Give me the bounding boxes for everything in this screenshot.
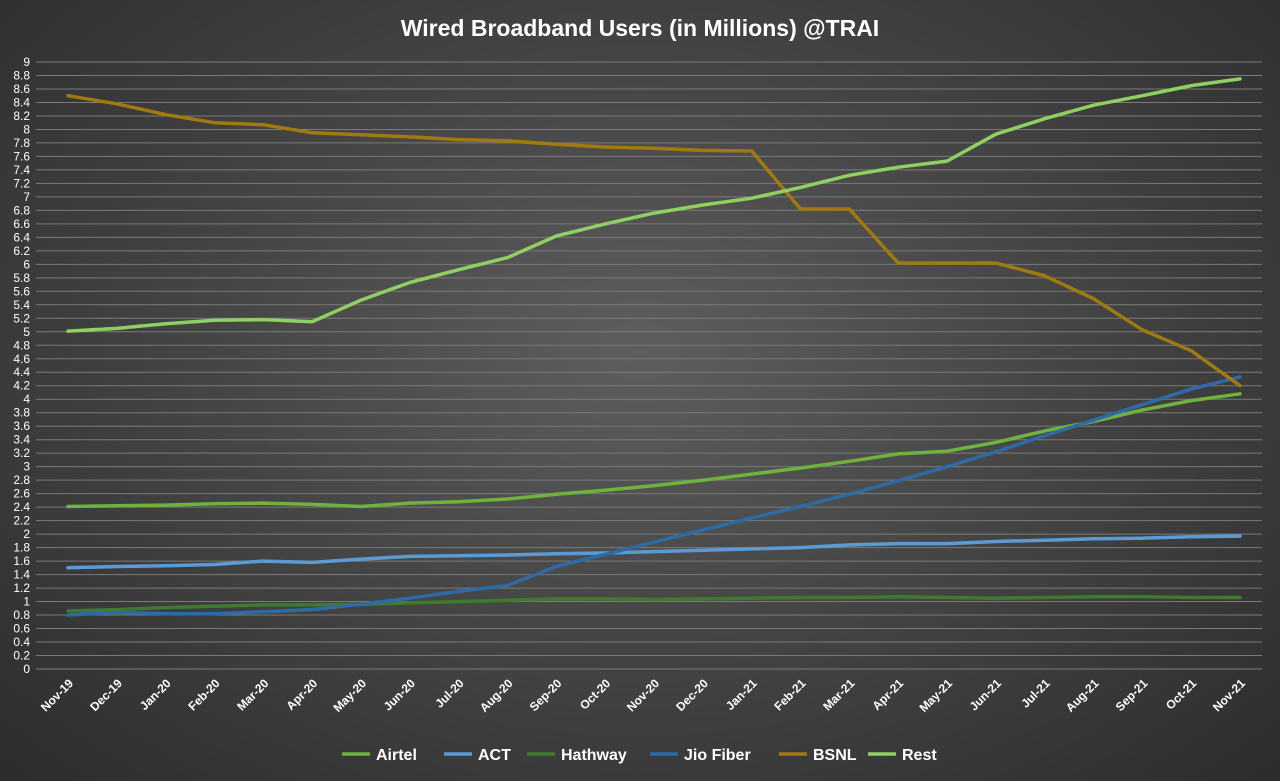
legend-label-act: ACT bbox=[478, 747, 511, 764]
y-tick-label: 7.8 bbox=[13, 136, 30, 150]
y-tick-label: 2 bbox=[23, 527, 30, 541]
y-tick-label: 4.4 bbox=[13, 365, 30, 379]
y-axis-ticks: 00.20.40.60.811.21.41.61.822.22.42.62.83… bbox=[13, 55, 30, 676]
y-tick-label: 5.6 bbox=[13, 284, 30, 298]
y-tick-label: 5.8 bbox=[13, 271, 30, 285]
x-tick-label: Nov-20 bbox=[624, 676, 662, 714]
y-tick-label: 8.4 bbox=[13, 95, 30, 109]
y-tick-label: 7.2 bbox=[13, 176, 30, 190]
y-tick-label: 1.8 bbox=[13, 541, 30, 555]
y-tick-label: 6.4 bbox=[13, 230, 30, 244]
y-tick-label: 4.8 bbox=[13, 338, 30, 352]
y-tick-label: 6.8 bbox=[13, 203, 30, 217]
y-tick-label: 4 bbox=[23, 392, 30, 406]
x-tick-label: Jun-20 bbox=[381, 676, 418, 713]
y-tick-label: 2.4 bbox=[13, 500, 30, 514]
y-tick-label: 0.8 bbox=[13, 608, 30, 622]
y-tick-label: 3.2 bbox=[13, 446, 30, 460]
x-tick-label: Jul-21 bbox=[1018, 676, 1053, 711]
series-lines bbox=[66, 77, 1242, 617]
y-tick-label: 5.4 bbox=[13, 298, 30, 312]
y-tick-label: 1.4 bbox=[13, 568, 30, 582]
x-tick-label: Feb-20 bbox=[185, 676, 222, 713]
y-tick-label: 0 bbox=[23, 662, 30, 676]
legend-label-rest: Rest bbox=[902, 747, 937, 764]
x-tick-label: Dec-20 bbox=[673, 676, 711, 714]
series-line-rest bbox=[66, 77, 1242, 333]
x-tick-label: Aug-21 bbox=[1063, 676, 1102, 715]
y-tick-label: 2.2 bbox=[13, 514, 30, 528]
chart-title: Wired Broadband Users (in Millions) @TRA… bbox=[401, 15, 879, 41]
y-tick-label: 1.2 bbox=[13, 581, 30, 595]
y-tick-label: 7 bbox=[23, 190, 30, 204]
grid-lines bbox=[36, 61, 1262, 670]
series-line-jio-fiber bbox=[66, 375, 1242, 617]
y-tick-label: 8 bbox=[23, 122, 30, 136]
x-tick-label: Nov-21 bbox=[1210, 676, 1248, 714]
x-tick-label: Jun-21 bbox=[967, 676, 1004, 713]
x-tick-label: Jan-20 bbox=[137, 676, 174, 713]
x-tick-label: Feb-21 bbox=[771, 676, 808, 713]
y-tick-label: 0.2 bbox=[13, 649, 30, 663]
x-tick-label: May-20 bbox=[330, 676, 369, 715]
y-tick-label: 1 bbox=[23, 595, 30, 609]
y-tick-label: 8.6 bbox=[13, 82, 30, 96]
x-tick-label: Jul-20 bbox=[432, 676, 467, 711]
y-tick-label: 9 bbox=[23, 55, 30, 69]
x-tick-label: Mar-21 bbox=[820, 676, 857, 713]
y-tick-label: 2.8 bbox=[13, 473, 30, 487]
y-tick-label: 1.6 bbox=[13, 554, 30, 568]
x-tick-label: May-21 bbox=[916, 676, 955, 715]
series-line-act bbox=[66, 534, 1242, 570]
x-tick-label: Jan-21 bbox=[723, 676, 760, 713]
series-line-airtel bbox=[66, 392, 1242, 509]
y-tick-label: 0.4 bbox=[13, 635, 30, 649]
legend-label-jio-fiber: Jio Fiber bbox=[684, 747, 751, 764]
y-tick-label: 7.4 bbox=[13, 163, 30, 177]
x-tick-label: Sep-20 bbox=[527, 676, 565, 714]
x-tick-label: Nov-19 bbox=[38, 676, 76, 714]
y-tick-label: 5.2 bbox=[13, 311, 30, 325]
legend-label-bsnl: BSNL bbox=[813, 747, 857, 764]
x-tick-label: Apr-20 bbox=[284, 676, 321, 713]
y-tick-label: 5 bbox=[23, 325, 30, 339]
x-tick-label: Apr-21 bbox=[870, 676, 907, 713]
y-tick-label: 3.8 bbox=[13, 406, 30, 420]
y-tick-label: 4.6 bbox=[13, 352, 30, 366]
legend-label-hathway: Hathway bbox=[561, 747, 627, 764]
y-tick-label: 4.2 bbox=[13, 379, 30, 393]
y-tick-label: 8.2 bbox=[13, 109, 30, 123]
y-tick-label: 7.6 bbox=[13, 149, 30, 163]
y-tick-label: 0.6 bbox=[13, 622, 30, 636]
series-line-bsnl bbox=[66, 93, 1242, 388]
series-line-hathway bbox=[66, 595, 1242, 613]
x-tick-label: Aug-20 bbox=[477, 676, 516, 715]
y-tick-label: 6.6 bbox=[13, 217, 30, 231]
y-tick-label: 2.6 bbox=[13, 487, 30, 501]
y-tick-label: 6.2 bbox=[13, 244, 30, 258]
legend: Airtel ACT Hathway Jio Fiber BSNL Rest bbox=[342, 747, 937, 764]
y-tick-label: 3.4 bbox=[13, 433, 30, 447]
y-tick-label: 6 bbox=[23, 257, 30, 271]
y-tick-label: 3.6 bbox=[13, 419, 30, 433]
x-tick-label: Oct-21 bbox=[1163, 676, 1200, 713]
x-axis-ticks: Nov-19 Dec-19 Jan-20 Feb-20 Mar-20 Apr-20 May-… bbox=[38, 676, 1248, 715]
x-tick-label: Sep-21 bbox=[1113, 676, 1151, 714]
y-tick-label: 8.8 bbox=[13, 68, 30, 82]
y-tick-label: 3 bbox=[23, 460, 30, 474]
x-tick-label: Mar-20 bbox=[234, 676, 271, 713]
legend-label-airtel: Airtel bbox=[376, 747, 417, 764]
x-tick-label: Dec-19 bbox=[87, 676, 125, 714]
x-tick-label: Oct-20 bbox=[577, 676, 614, 713]
